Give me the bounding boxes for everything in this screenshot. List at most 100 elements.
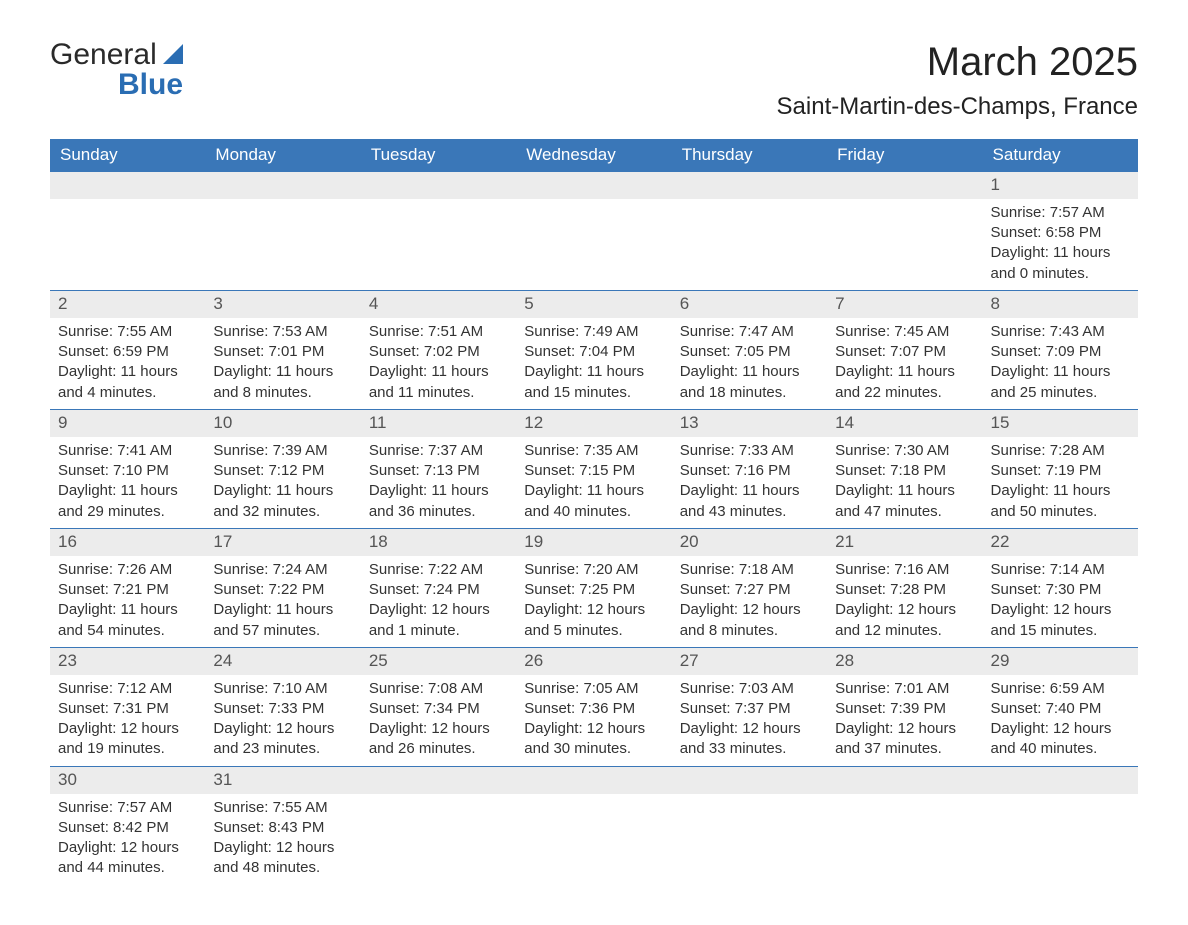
brand-logo: General Blue [50, 40, 183, 100]
day-daylight2: and 18 minutes. [680, 383, 819, 403]
day-sunset: Sunset: 7:13 PM [369, 461, 508, 481]
day-daylight1: Daylight: 12 hours [524, 719, 663, 739]
day-number: 25 [361, 648, 516, 675]
day-daylight2: and 29 minutes. [58, 502, 197, 522]
day-daylight1: Daylight: 11 hours [58, 362, 197, 382]
day-number: 6 [672, 291, 827, 318]
day-sunset: Sunset: 7:04 PM [524, 342, 663, 362]
day-daylight1: Daylight: 12 hours [369, 600, 508, 620]
day-daylight2: and 40 minutes. [991, 739, 1130, 759]
day-daylight2: and 36 minutes. [369, 502, 508, 522]
day-sunrise: Sunrise: 7:49 AM [524, 322, 663, 342]
day-sunset: Sunset: 7:05 PM [680, 342, 819, 362]
calendar-cell: 17Sunrise: 7:24 AMSunset: 7:22 PMDayligh… [205, 528, 360, 647]
calendar-week: 2Sunrise: 7:55 AMSunset: 6:59 PMDaylight… [50, 290, 1138, 409]
day-daylight1: Daylight: 11 hours [369, 481, 508, 501]
calendar-cell-empty [827, 172, 982, 291]
day-sunrise: Sunrise: 7:14 AM [991, 560, 1130, 580]
day-daylight1: Daylight: 12 hours [213, 719, 352, 739]
day-sunset: Sunset: 7:19 PM [991, 461, 1130, 481]
calendar-cell-empty [983, 766, 1138, 884]
calendar-cell-empty [205, 172, 360, 291]
day-sunset: Sunset: 7:22 PM [213, 580, 352, 600]
calendar-cell: 10Sunrise: 7:39 AMSunset: 7:12 PMDayligh… [205, 409, 360, 528]
calendar-cell: 13Sunrise: 7:33 AMSunset: 7:16 PMDayligh… [672, 409, 827, 528]
calendar-table: SundayMondayTuesdayWednesdayThursdayFrid… [50, 139, 1138, 885]
day-number [516, 767, 671, 794]
day-daylight2: and 40 minutes. [524, 502, 663, 522]
day-daylight1: Daylight: 12 hours [680, 600, 819, 620]
day-number [672, 172, 827, 199]
calendar-cell: 27Sunrise: 7:03 AMSunset: 7:37 PMDayligh… [672, 647, 827, 766]
day-number: 30 [50, 767, 205, 794]
day-body: Sunrise: 7:55 AMSunset: 8:43 PMDaylight:… [205, 794, 360, 885]
day-sunrise: Sunrise: 7:53 AM [213, 322, 352, 342]
day-sunset: Sunset: 7:33 PM [213, 699, 352, 719]
day-daylight1: Daylight: 12 hours [991, 719, 1130, 739]
day-sunrise: Sunrise: 7:41 AM [58, 441, 197, 461]
day-number: 4 [361, 291, 516, 318]
day-body: Sunrise: 7:08 AMSunset: 7:34 PMDaylight:… [361, 675, 516, 766]
day-number: 5 [516, 291, 671, 318]
day-sunset: Sunset: 7:25 PM [524, 580, 663, 600]
day-daylight1: Daylight: 11 hours [213, 362, 352, 382]
day-number: 15 [983, 410, 1138, 437]
day-sunrise: Sunrise: 7:47 AM [680, 322, 819, 342]
day-sunrise: Sunrise: 7:01 AM [835, 679, 974, 699]
day-daylight1: Daylight: 11 hours [369, 362, 508, 382]
day-sunrise: Sunrise: 7:16 AM [835, 560, 974, 580]
day-sunrise: Sunrise: 7:26 AM [58, 560, 197, 580]
day-sunset: Sunset: 7:07 PM [835, 342, 974, 362]
day-sunrise: Sunrise: 7:43 AM [991, 322, 1130, 342]
day-sunrise: Sunrise: 7:57 AM [991, 203, 1130, 223]
day-body: Sunrise: 7:47 AMSunset: 7:05 PMDaylight:… [672, 318, 827, 409]
day-daylight1: Daylight: 12 hours [58, 838, 197, 858]
calendar-cell-empty [516, 172, 671, 291]
day-daylight2: and 8 minutes. [680, 621, 819, 641]
day-number: 27 [672, 648, 827, 675]
calendar-body: 1Sunrise: 7:57 AMSunset: 6:58 PMDaylight… [50, 172, 1138, 885]
day-daylight2: and 57 minutes. [213, 621, 352, 641]
day-body: Sunrise: 7:43 AMSunset: 7:09 PMDaylight:… [983, 318, 1138, 409]
day-daylight2: and 15 minutes. [524, 383, 663, 403]
day-body [827, 794, 982, 885]
weekday-header: Thursday [672, 139, 827, 172]
day-sunset: Sunset: 7:24 PM [369, 580, 508, 600]
day-daylight2: and 44 minutes. [58, 858, 197, 878]
calendar-cell: 30Sunrise: 7:57 AMSunset: 8:42 PMDayligh… [50, 766, 205, 884]
day-number [50, 172, 205, 199]
day-body: Sunrise: 7:18 AMSunset: 7:27 PMDaylight:… [672, 556, 827, 647]
calendar-week: 1Sunrise: 7:57 AMSunset: 6:58 PMDaylight… [50, 172, 1138, 291]
calendar-cell: 24Sunrise: 7:10 AMSunset: 7:33 PMDayligh… [205, 647, 360, 766]
day-sunset: Sunset: 7:12 PM [213, 461, 352, 481]
weekday-row: SundayMondayTuesdayWednesdayThursdayFrid… [50, 139, 1138, 172]
calendar-cell: 11Sunrise: 7:37 AMSunset: 7:13 PMDayligh… [361, 409, 516, 528]
day-body: Sunrise: 6:59 AMSunset: 7:40 PMDaylight:… [983, 675, 1138, 766]
day-body [50, 199, 205, 290]
calendar-cell: 8Sunrise: 7:43 AMSunset: 7:09 PMDaylight… [983, 290, 1138, 409]
calendar-week: 9Sunrise: 7:41 AMSunset: 7:10 PMDaylight… [50, 409, 1138, 528]
day-sunset: Sunset: 7:16 PM [680, 461, 819, 481]
day-daylight1: Daylight: 11 hours [524, 362, 663, 382]
day-sunset: Sunset: 7:10 PM [58, 461, 197, 481]
day-sunset: Sunset: 8:42 PM [58, 818, 197, 838]
day-number: 24 [205, 648, 360, 675]
weekday-header: Tuesday [361, 139, 516, 172]
weekday-header: Wednesday [516, 139, 671, 172]
calendar-cell: 25Sunrise: 7:08 AMSunset: 7:34 PMDayligh… [361, 647, 516, 766]
calendar-cell-empty [50, 172, 205, 291]
day-sunset: Sunset: 7:34 PM [369, 699, 508, 719]
month-title: March 2025 [777, 40, 1138, 85]
day-number [361, 172, 516, 199]
day-number [205, 172, 360, 199]
day-number: 7 [827, 291, 982, 318]
day-body: Sunrise: 7:49 AMSunset: 7:04 PMDaylight:… [516, 318, 671, 409]
calendar-cell: 4Sunrise: 7:51 AMSunset: 7:02 PMDaylight… [361, 290, 516, 409]
day-sunset: Sunset: 7:01 PM [213, 342, 352, 362]
day-sunrise: Sunrise: 7:39 AM [213, 441, 352, 461]
calendar-cell: 6Sunrise: 7:47 AMSunset: 7:05 PMDaylight… [672, 290, 827, 409]
day-daylight2: and 19 minutes. [58, 739, 197, 759]
day-sunset: Sunset: 7:31 PM [58, 699, 197, 719]
day-daylight2: and 15 minutes. [991, 621, 1130, 641]
day-body: Sunrise: 7:26 AMSunset: 7:21 PMDaylight:… [50, 556, 205, 647]
